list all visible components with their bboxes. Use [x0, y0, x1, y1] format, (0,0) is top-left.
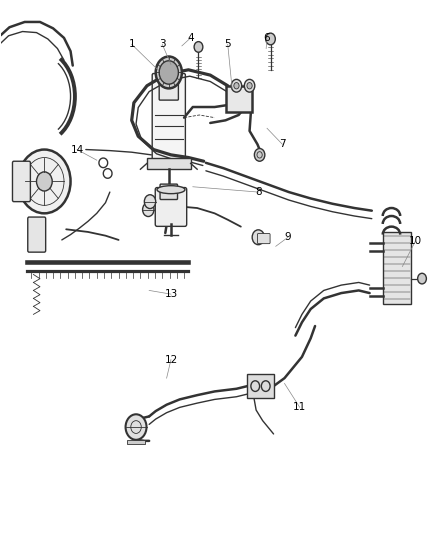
Text: 12: 12: [164, 354, 177, 365]
Circle shape: [126, 414, 147, 440]
Bar: [383, 232, 411, 304]
Circle shape: [155, 56, 182, 88]
FancyBboxPatch shape: [226, 86, 252, 112]
Circle shape: [252, 230, 265, 245]
FancyBboxPatch shape: [159, 71, 178, 100]
FancyBboxPatch shape: [155, 188, 187, 227]
Circle shape: [18, 150, 71, 213]
Circle shape: [145, 195, 155, 208]
FancyBboxPatch shape: [247, 374, 274, 398]
Circle shape: [247, 83, 252, 89]
Text: 7: 7: [279, 139, 286, 149]
Circle shape: [234, 83, 239, 89]
Circle shape: [244, 79, 255, 92]
Circle shape: [194, 42, 203, 52]
Circle shape: [231, 79, 242, 92]
Text: 4: 4: [187, 33, 194, 43]
Circle shape: [143, 203, 154, 216]
Text: 11: 11: [293, 402, 307, 413]
Circle shape: [266, 33, 276, 45]
FancyBboxPatch shape: [28, 217, 46, 252]
FancyBboxPatch shape: [152, 74, 185, 159]
Ellipse shape: [157, 185, 185, 193]
Text: 10: 10: [409, 236, 422, 246]
Text: 3: 3: [159, 39, 166, 49]
FancyBboxPatch shape: [127, 440, 145, 444]
Circle shape: [36, 172, 52, 191]
Text: 9: 9: [285, 232, 291, 243]
Circle shape: [159, 61, 178, 84]
Circle shape: [254, 149, 265, 161]
FancyBboxPatch shape: [147, 158, 191, 169]
Text: 6: 6: [264, 33, 270, 43]
Circle shape: [418, 273, 426, 284]
FancyBboxPatch shape: [160, 184, 177, 199]
Text: 13: 13: [164, 289, 177, 299]
FancyBboxPatch shape: [258, 233, 270, 244]
FancyBboxPatch shape: [12, 161, 30, 201]
Text: 8: 8: [255, 187, 261, 197]
Text: 14: 14: [71, 144, 84, 155]
Text: 5: 5: [224, 39, 231, 49]
Text: 1: 1: [128, 39, 135, 49]
